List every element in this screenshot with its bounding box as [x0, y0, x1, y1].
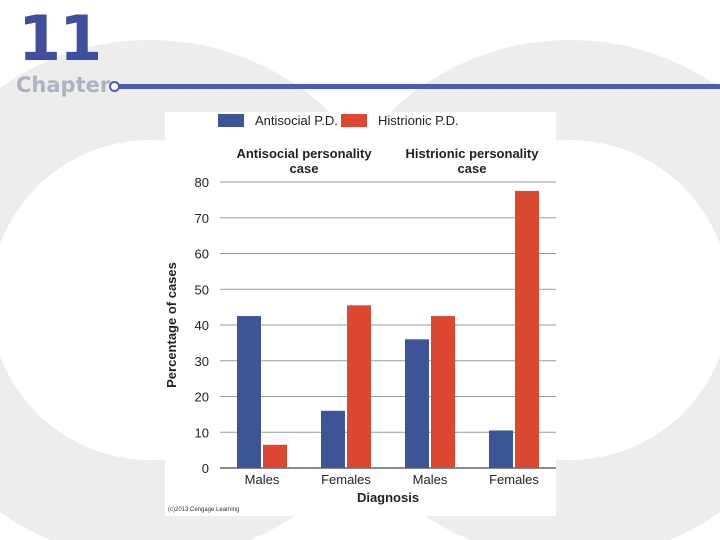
x-category-label: Males — [245, 472, 280, 487]
y-tick-label: 40 — [195, 318, 209, 333]
y-tick-label: 80 — [195, 175, 209, 190]
antisocial-bar — [405, 339, 429, 468]
y-tick-label: 50 — [195, 282, 209, 297]
chapter-number: 11 — [18, 2, 102, 75]
antisocial-bar — [321, 410, 345, 468]
group-title: Histrionic personality case — [406, 146, 540, 176]
chapter-label: Chapter — [16, 73, 111, 97]
bar-chart: 0 10 20 30 40 50 60 70 80 Males Females Males Female… — [165, 113, 556, 513]
y-tick-label: 20 — [195, 390, 209, 405]
y-tick-label: 30 — [195, 354, 209, 369]
copyright-credit: (c)2013 Cengage Learning — [168, 507, 239, 513]
legend-label: Antisocial P.D. — [255, 113, 338, 128]
legend-label: Histrionic P.D. — [378, 113, 459, 128]
divider-dot — [109, 81, 120, 92]
y-tick-label: 60 — [195, 247, 209, 262]
histrionic-bar — [263, 444, 287, 468]
y-tick-label: 70 — [195, 211, 209, 226]
chapter-divider — [114, 84, 720, 89]
y-axis-title: Percentage of cases — [165, 262, 179, 388]
histrionic-bar — [431, 316, 455, 468]
legend-swatch-histrionic — [341, 114, 367, 127]
histrionic-bar — [515, 190, 539, 468]
x-category-label: Males — [413, 472, 448, 487]
histrionic-bar — [347, 305, 371, 468]
group-title: Antisocial personality case — [236, 146, 372, 176]
x-category-label: Females — [321, 472, 371, 487]
x-axis-title: Diagnosis — [357, 490, 419, 505]
y-tick-label: 10 — [195, 425, 209, 440]
antisocial-bar — [237, 316, 261, 468]
antisocial-bar — [489, 430, 513, 468]
y-tick-label: 0 — [202, 461, 209, 476]
legend-swatch-antisocial — [218, 114, 244, 127]
x-category-label: Females — [489, 472, 539, 487]
chart-panel: 0 10 20 30 40 50 60 70 80 Males Females Males Female… — [165, 112, 556, 516]
